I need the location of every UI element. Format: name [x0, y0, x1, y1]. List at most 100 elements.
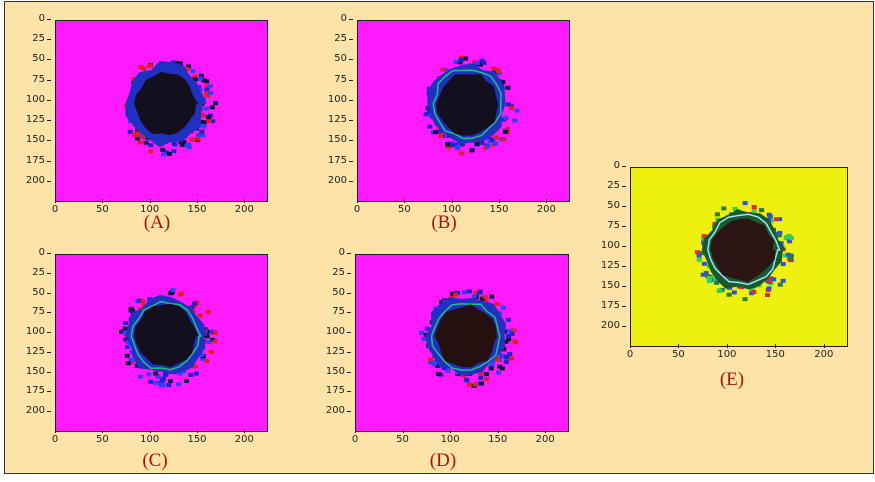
noise-pixel	[421, 337, 427, 341]
y-tick-label: 150	[21, 134, 51, 145]
y-tick-label: 75	[323, 74, 353, 85]
noise-pixel	[478, 371, 484, 376]
y-tick-label: 0	[596, 160, 626, 171]
panel-label-d: (D)	[429, 450, 457, 471]
noise-pixel	[146, 372, 152, 377]
noise-pixel	[788, 236, 794, 241]
y-tick-label: 100	[323, 94, 353, 105]
noise-pixel	[428, 357, 433, 362]
x-tick-label: 200	[809, 344, 839, 360]
noise-pixel	[124, 353, 130, 358]
x-tick-label: 150	[182, 199, 212, 215]
noise-pixel	[125, 340, 131, 344]
noise-pixel	[171, 141, 177, 146]
y-tick-label: 175	[596, 300, 626, 311]
noise-pixel	[198, 123, 204, 128]
noise-pixel	[122, 331, 128, 336]
y-tick-label: 75	[321, 306, 351, 317]
lesion-core	[436, 74, 499, 136]
noise-pixel	[509, 356, 514, 361]
noise-pixel	[751, 205, 757, 209]
x-tick-label: 0	[342, 199, 372, 215]
noise-pixel	[778, 241, 784, 246]
noise-pixel	[496, 69, 502, 74]
noise-pixel	[469, 148, 475, 153]
noise-pixel	[125, 344, 130, 349]
noise-pixel	[171, 60, 176, 65]
noise-pixel	[148, 379, 153, 384]
x-tick-label: 200	[229, 429, 259, 445]
figure-frame: (A) (B) (C) (D) (E) 0 25 50 75 100 12	[4, 1, 874, 474]
noise-pixel	[491, 66, 497, 71]
noise-pixel	[767, 280, 773, 284]
noise-pixel	[700, 272, 706, 277]
y-tick-label: 25	[323, 33, 353, 44]
noise-pixel	[161, 152, 167, 157]
noise-pixel	[140, 299, 146, 304]
noise-pixel	[206, 115, 211, 120]
x-tick-label: 0	[340, 429, 370, 445]
noise-pixel	[148, 143, 154, 148]
noise-pixel	[505, 85, 511, 90]
noise-pixel	[423, 332, 429, 337]
noise-pixel	[717, 289, 723, 293]
y-tick-label: 200	[321, 405, 351, 416]
noise-pixel	[766, 212, 772, 217]
panel-label-b: (B)	[431, 212, 457, 233]
noise-pixel	[192, 77, 198, 82]
noise-pixel	[147, 63, 153, 68]
noise-pixel	[766, 276, 772, 281]
image-plot-c	[55, 254, 268, 432]
noise-pixel	[143, 140, 149, 145]
noise-pixel	[500, 80, 506, 84]
noise-pixel	[434, 363, 440, 368]
noise-pixel	[788, 255, 794, 260]
noise-pixel	[178, 140, 184, 145]
image-plot-b	[357, 20, 570, 202]
panel-label-c: (C)	[142, 450, 168, 471]
noise-pixel	[128, 358, 134, 363]
noise-pixel	[786, 234, 792, 238]
noise-pixel	[483, 372, 489, 377]
image-plot-d	[355, 254, 569, 432]
noise-pixel	[503, 116, 509, 121]
noise-pixel	[192, 304, 198, 309]
noise-pixel	[171, 149, 177, 154]
noise-pixel	[183, 378, 189, 383]
y-tick-label: 50	[21, 287, 51, 298]
noise-pixel	[489, 363, 495, 368]
noise-pixel	[136, 131, 142, 136]
noise-pixel	[487, 138, 493, 143]
y-tick-label: 0	[21, 247, 51, 258]
noise-pixel	[189, 137, 195, 142]
noise-pixel	[127, 129, 133, 134]
noise-pixel	[506, 337, 512, 342]
noise-pixel	[445, 368, 451, 373]
y-tick-label: 50	[323, 53, 353, 64]
noise-pixel	[493, 141, 498, 146]
noise-pixel	[460, 142, 465, 147]
noise-pixel	[742, 201, 748, 206]
y-tick-label: 125	[323, 114, 353, 125]
x-tick-label: 50	[663, 344, 693, 360]
noise-pixel	[123, 321, 129, 325]
noise-pixel	[731, 290, 737, 295]
y-tick-label: 50	[21, 53, 51, 64]
noise-pixel	[208, 329, 214, 334]
y-tick-label: 125	[321, 346, 351, 357]
noise-pixel	[783, 253, 788, 258]
image-plot-a	[55, 20, 268, 202]
noise-pixel	[751, 290, 757, 294]
noise-pixel	[153, 371, 159, 376]
x-tick-label: 200	[229, 199, 259, 215]
noise-pixel	[462, 290, 468, 295]
noise-pixel	[192, 301, 198, 306]
noise-pixel	[438, 134, 444, 138]
noise-pixel	[507, 352, 513, 357]
noise-pixel	[784, 235, 790, 240]
noise-pixel	[186, 64, 192, 69]
y-tick-label: 150	[596, 280, 626, 291]
noise-pixel	[500, 305, 506, 310]
noise-pixel	[205, 93, 211, 98]
noise-pixel	[197, 313, 203, 318]
